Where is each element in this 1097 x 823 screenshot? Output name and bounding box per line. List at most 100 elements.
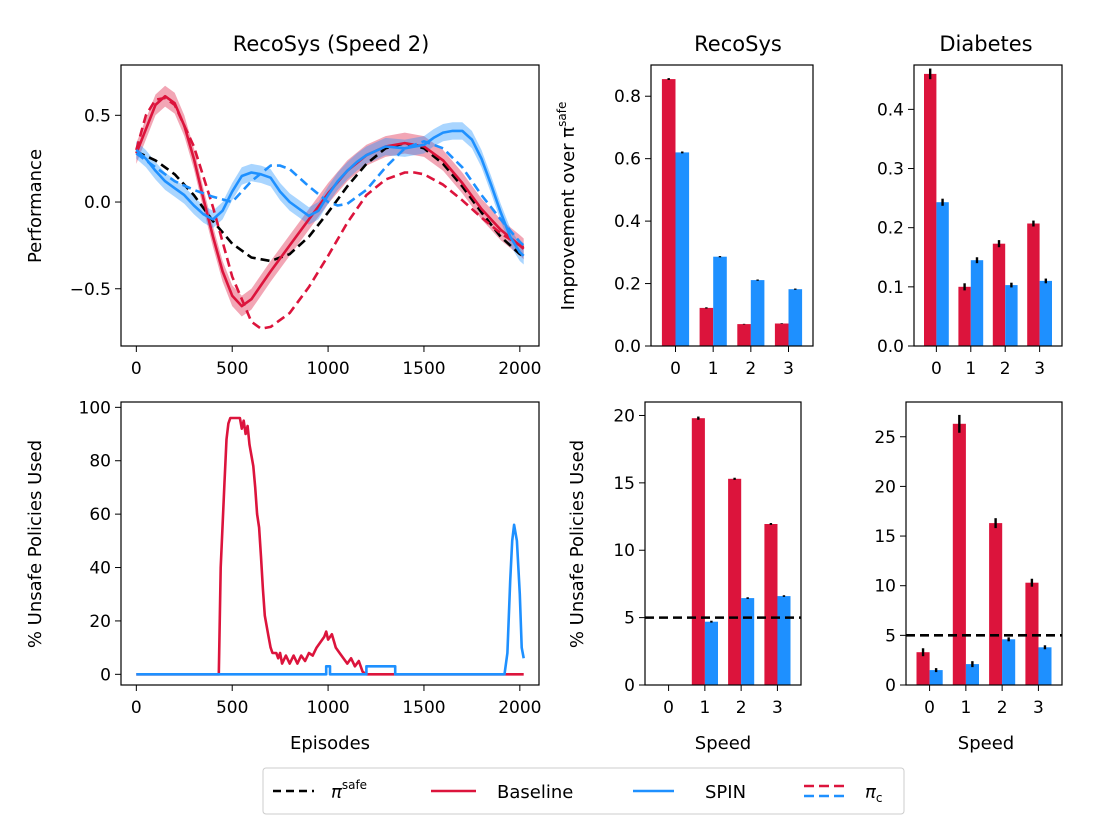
xlabel-diab-unsafe: Speed xyxy=(958,733,1014,754)
unsafe-line-baseline xyxy=(136,416,524,676)
reco_improve-bar-baseline-0 xyxy=(661,79,676,346)
unsafe-frame xyxy=(120,401,540,686)
perf-xtick-label-0: 0 xyxy=(131,359,142,379)
reco_unsafe-bar-baseline-1 xyxy=(691,418,705,685)
chart-unsafe-episodes: 0 500 1000 1500 2000 0 20 40 60 80 100 xyxy=(79,398,542,718)
ylabel-reco-improve: Improvement over πsafe xyxy=(555,102,579,311)
unsafe-xtick-label-4: 2000 xyxy=(498,698,541,718)
perf-frame xyxy=(120,64,540,347)
reco_unsafe-bar-baseline-2 xyxy=(728,478,742,685)
reco_unsafe-ytick-label-1: 5 xyxy=(624,609,635,629)
perf-line-pic_spin xyxy=(135,140,525,247)
legend-label-baseline: Baseline xyxy=(497,782,573,803)
unsafe-ytick-label-3: 60 xyxy=(89,505,111,525)
reco_improve-bar-spin-3 xyxy=(788,289,803,346)
xlabel-reco-unsafe: Speed xyxy=(695,733,751,754)
perf-ytick-label-1: 0.0 xyxy=(84,193,111,213)
unsafe-ytick-label-5: 100 xyxy=(79,398,111,418)
diab_unsafe-ytick-label-1: 5 xyxy=(885,626,896,646)
xlabel-unsafe: Episodes xyxy=(290,733,370,754)
reco_improve-bar-baseline-1 xyxy=(699,307,714,346)
diab_unsafe-bar-baseline-3 xyxy=(1025,582,1039,685)
ylabel-perf: Performance xyxy=(25,149,46,263)
diab_unsafe-ytick-label-5: 25 xyxy=(874,428,896,448)
chart-recosys-unsafe: 0 1 2 3 0 5 10 15 20 xyxy=(613,401,802,718)
chart-performance: 0 500 1000 1500 2000 0.5 0.0 −0.5 xyxy=(70,64,541,379)
perf-ytick-label-0: 0.5 xyxy=(84,106,111,126)
diab_unsafe-bar-baseline-0 xyxy=(916,652,930,685)
diab_improve-xtick-label-3: 3 xyxy=(1034,359,1045,379)
reco_improve-ytick-label-4: 0.8 xyxy=(614,87,641,107)
diab_improve-ytick-label-4: 0.4 xyxy=(877,100,904,120)
legend-label-pic: πc xyxy=(865,782,882,805)
reco_unsafe-xtick-label-1: 1 xyxy=(699,698,710,718)
reco_improve-bar-baseline-2 xyxy=(737,324,751,346)
reco_unsafe-xtick-label-0: 0 xyxy=(663,698,674,718)
diab_improve-bar-spin-1 xyxy=(970,260,984,346)
unsafe-xtick-label-0: 0 xyxy=(131,698,142,718)
diab_unsafe-xtick-label-0: 0 xyxy=(924,698,935,718)
diab_improve-ytick-label-0: 0.0 xyxy=(877,337,904,357)
reco_improve-bar-baseline-3 xyxy=(774,323,789,346)
diab_unsafe-ytick-label-3: 15 xyxy=(874,527,896,547)
title-diab-improve: Diabetes xyxy=(939,32,1032,56)
reco_improve-frame xyxy=(650,64,814,347)
diab_unsafe-xtick-label-1: 1 xyxy=(960,698,971,718)
perf-plot-area xyxy=(135,85,525,331)
title-reco-improve: RecoSys xyxy=(694,32,782,56)
reco_unsafe-bar-spin-2 xyxy=(741,598,755,685)
reco_improve-bar-spin-2 xyxy=(750,280,765,346)
reco_unsafe-ytick-label-2: 10 xyxy=(613,541,635,561)
ylabel-unsafe: % Unsafe Policies Used xyxy=(25,440,46,648)
diab_improve-bar-baseline-3 xyxy=(1027,223,1040,346)
reco_improve-ytick-label-3: 0.6 xyxy=(614,150,641,170)
perf-line-safe xyxy=(135,141,525,263)
reco_unsafe-bar-spin-1 xyxy=(704,621,718,685)
reco_unsafe-xtick-label-3: 3 xyxy=(772,698,783,718)
perf-xtick-label-3: 1500 xyxy=(402,359,445,379)
reco_improve-ytick-label-1: 0.2 xyxy=(614,275,641,295)
reco_improve-xtick-label-2: 2 xyxy=(745,359,756,379)
reco_unsafe-frame xyxy=(644,401,802,686)
reco_improve-xtick-label-0: 0 xyxy=(670,359,681,379)
diab_unsafe-frame xyxy=(905,401,1063,686)
reco_improve-ytick-label-2: 0.4 xyxy=(614,212,641,232)
diab_improve-xtick-label-0: 0 xyxy=(931,359,942,379)
reco_unsafe-bar-spin-3 xyxy=(777,596,791,685)
diab_improve-bar-spin-2 xyxy=(1005,285,1018,346)
diab_unsafe-ytick-label-2: 10 xyxy=(874,577,896,597)
reco_improve-bar-spin-0 xyxy=(675,152,690,346)
diab_unsafe-bar-spin-0 xyxy=(929,670,943,685)
perf-xtick-label-1: 500 xyxy=(216,359,248,379)
reco_improve-bar-spin-1 xyxy=(713,256,727,346)
legend-frame xyxy=(262,767,905,815)
diab_improve-bar-baseline-1 xyxy=(958,286,971,346)
perf-line-spin xyxy=(135,129,525,257)
reco_unsafe-ytick-label-4: 20 xyxy=(613,406,635,426)
unsafe-xtick-label-1: 500 xyxy=(216,698,248,718)
legend: πsafe Baseline SPIN πc xyxy=(262,767,905,815)
chart-recosys-improvement: 0 1 2 3 0.0 0.2 0.4 0.6 0.8 xyxy=(614,64,814,379)
diab_improve-ytick-label-3: 0.3 xyxy=(877,160,904,180)
diab_unsafe-ytick-label-4: 20 xyxy=(874,477,896,497)
reco_unsafe-ytick-label-0: 0 xyxy=(624,676,635,696)
diab_unsafe-ytick-label-0: 0 xyxy=(885,676,896,696)
legend-label-spin: SPIN xyxy=(705,782,746,803)
reco_unsafe-bar-baseline-3 xyxy=(764,524,778,685)
perf-xtick-label-4: 2000 xyxy=(498,359,541,379)
unsafe-line-spin xyxy=(136,523,525,676)
reco_improve-xtick-label-3: 3 xyxy=(783,359,794,379)
unsafe-ytick-label-2: 40 xyxy=(89,559,111,579)
chart-diabetes-improvement: 0 1 2 3 0.0 0.1 0.2 0.3 0.4 xyxy=(877,64,1063,379)
legend-label-pic-sub: c xyxy=(876,791,883,805)
diab_unsafe-xtick-label-2: 2 xyxy=(997,698,1008,718)
unsafe-ytick-label-0: 0 xyxy=(100,665,111,685)
diab_unsafe-bar-baseline-2 xyxy=(989,523,1003,685)
diab_unsafe-xtick-label-3: 3 xyxy=(1033,698,1044,718)
chart-diabetes-unsafe: 0 1 2 3 0 5 10 15 20 25 xyxy=(874,401,1063,718)
unsafe-ytick-label-4: 80 xyxy=(89,452,111,472)
legend-label-pic-base: π xyxy=(865,782,877,803)
title-perf: RecoSys (Speed 2) xyxy=(233,32,430,56)
unsafe-xtick-label-3: 1500 xyxy=(402,698,445,718)
